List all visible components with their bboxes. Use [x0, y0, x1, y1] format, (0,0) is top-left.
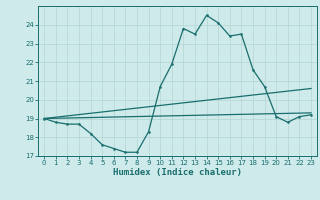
X-axis label: Humidex (Indice chaleur): Humidex (Indice chaleur) [113, 168, 242, 177]
